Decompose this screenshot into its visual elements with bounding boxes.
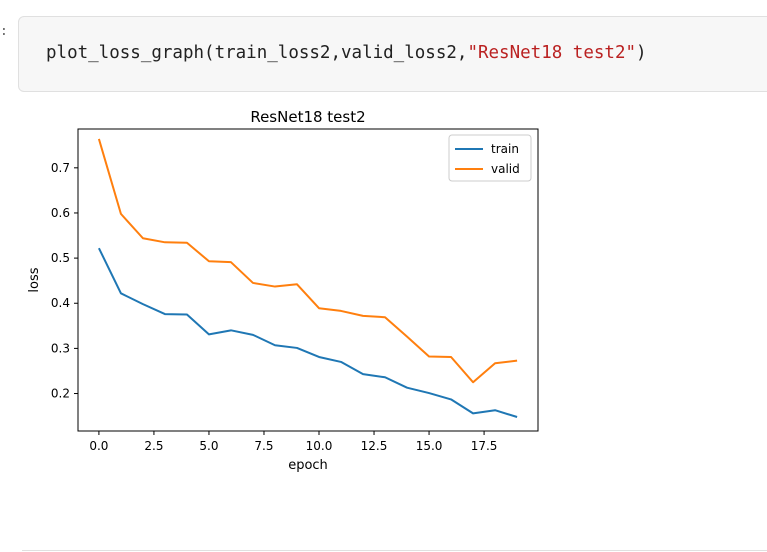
- x-tick-label: 12.5: [361, 439, 388, 453]
- cell-prompt: :: [0, 24, 8, 39]
- code-line[interactable]: plot_loss_graph(train_loss2,valid_loss2,…: [46, 43, 647, 63]
- cell-divider: [22, 550, 767, 551]
- y-tick-label: 0.2: [51, 387, 70, 401]
- code-closing-paren: ): [636, 43, 647, 63]
- loss-chart: ResNet18 test2 0.0 2.5 5.0 7.5 10.0 12.5 15.0 17…: [27, 108, 539, 473]
- legend-label-train: train: [491, 142, 519, 156]
- x-tick-label: 7.5: [254, 439, 273, 453]
- axes-frame: [77, 128, 539, 432]
- output-area: ResNet18 test2 0.0 2.5 5.0 7.5 10.0 12.5 15.0 17…: [0, 98, 767, 498]
- x-tick-label: 10.0: [306, 439, 333, 453]
- x-tick-label: 5.0: [199, 439, 218, 453]
- y-axis-label: loss: [27, 267, 42, 292]
- x-tick-label: 17.5: [471, 439, 498, 453]
- y-tick-label: 0.4: [51, 296, 70, 310]
- y-tick-label: 0.3: [51, 341, 70, 355]
- code-string-literal: "ResNet18 test2": [467, 43, 637, 63]
- series-line-valid: [97, 138, 518, 384]
- y-tick-label: 0.7: [51, 161, 70, 175]
- y-tick-label: 0.5: [51, 251, 70, 265]
- x-tick-label: 2.5: [144, 439, 163, 453]
- code-function-call: plot_loss_graph(train_loss2,valid_loss2,: [46, 43, 468, 63]
- legend-label-valid: valid: [491, 162, 520, 176]
- x-axis-label: epoch: [288, 458, 328, 473]
- x-tick-label: 15.0: [416, 439, 443, 453]
- chart-title: ResNet18 test2: [250, 108, 365, 126]
- code-cell[interactable]: plot_loss_graph(train_loss2,valid_loss2,…: [18, 16, 767, 92]
- x-tick-label: 0.0: [89, 439, 108, 453]
- series-line-train: [98, 247, 518, 418]
- y-tick-label: 0.6: [51, 206, 70, 220]
